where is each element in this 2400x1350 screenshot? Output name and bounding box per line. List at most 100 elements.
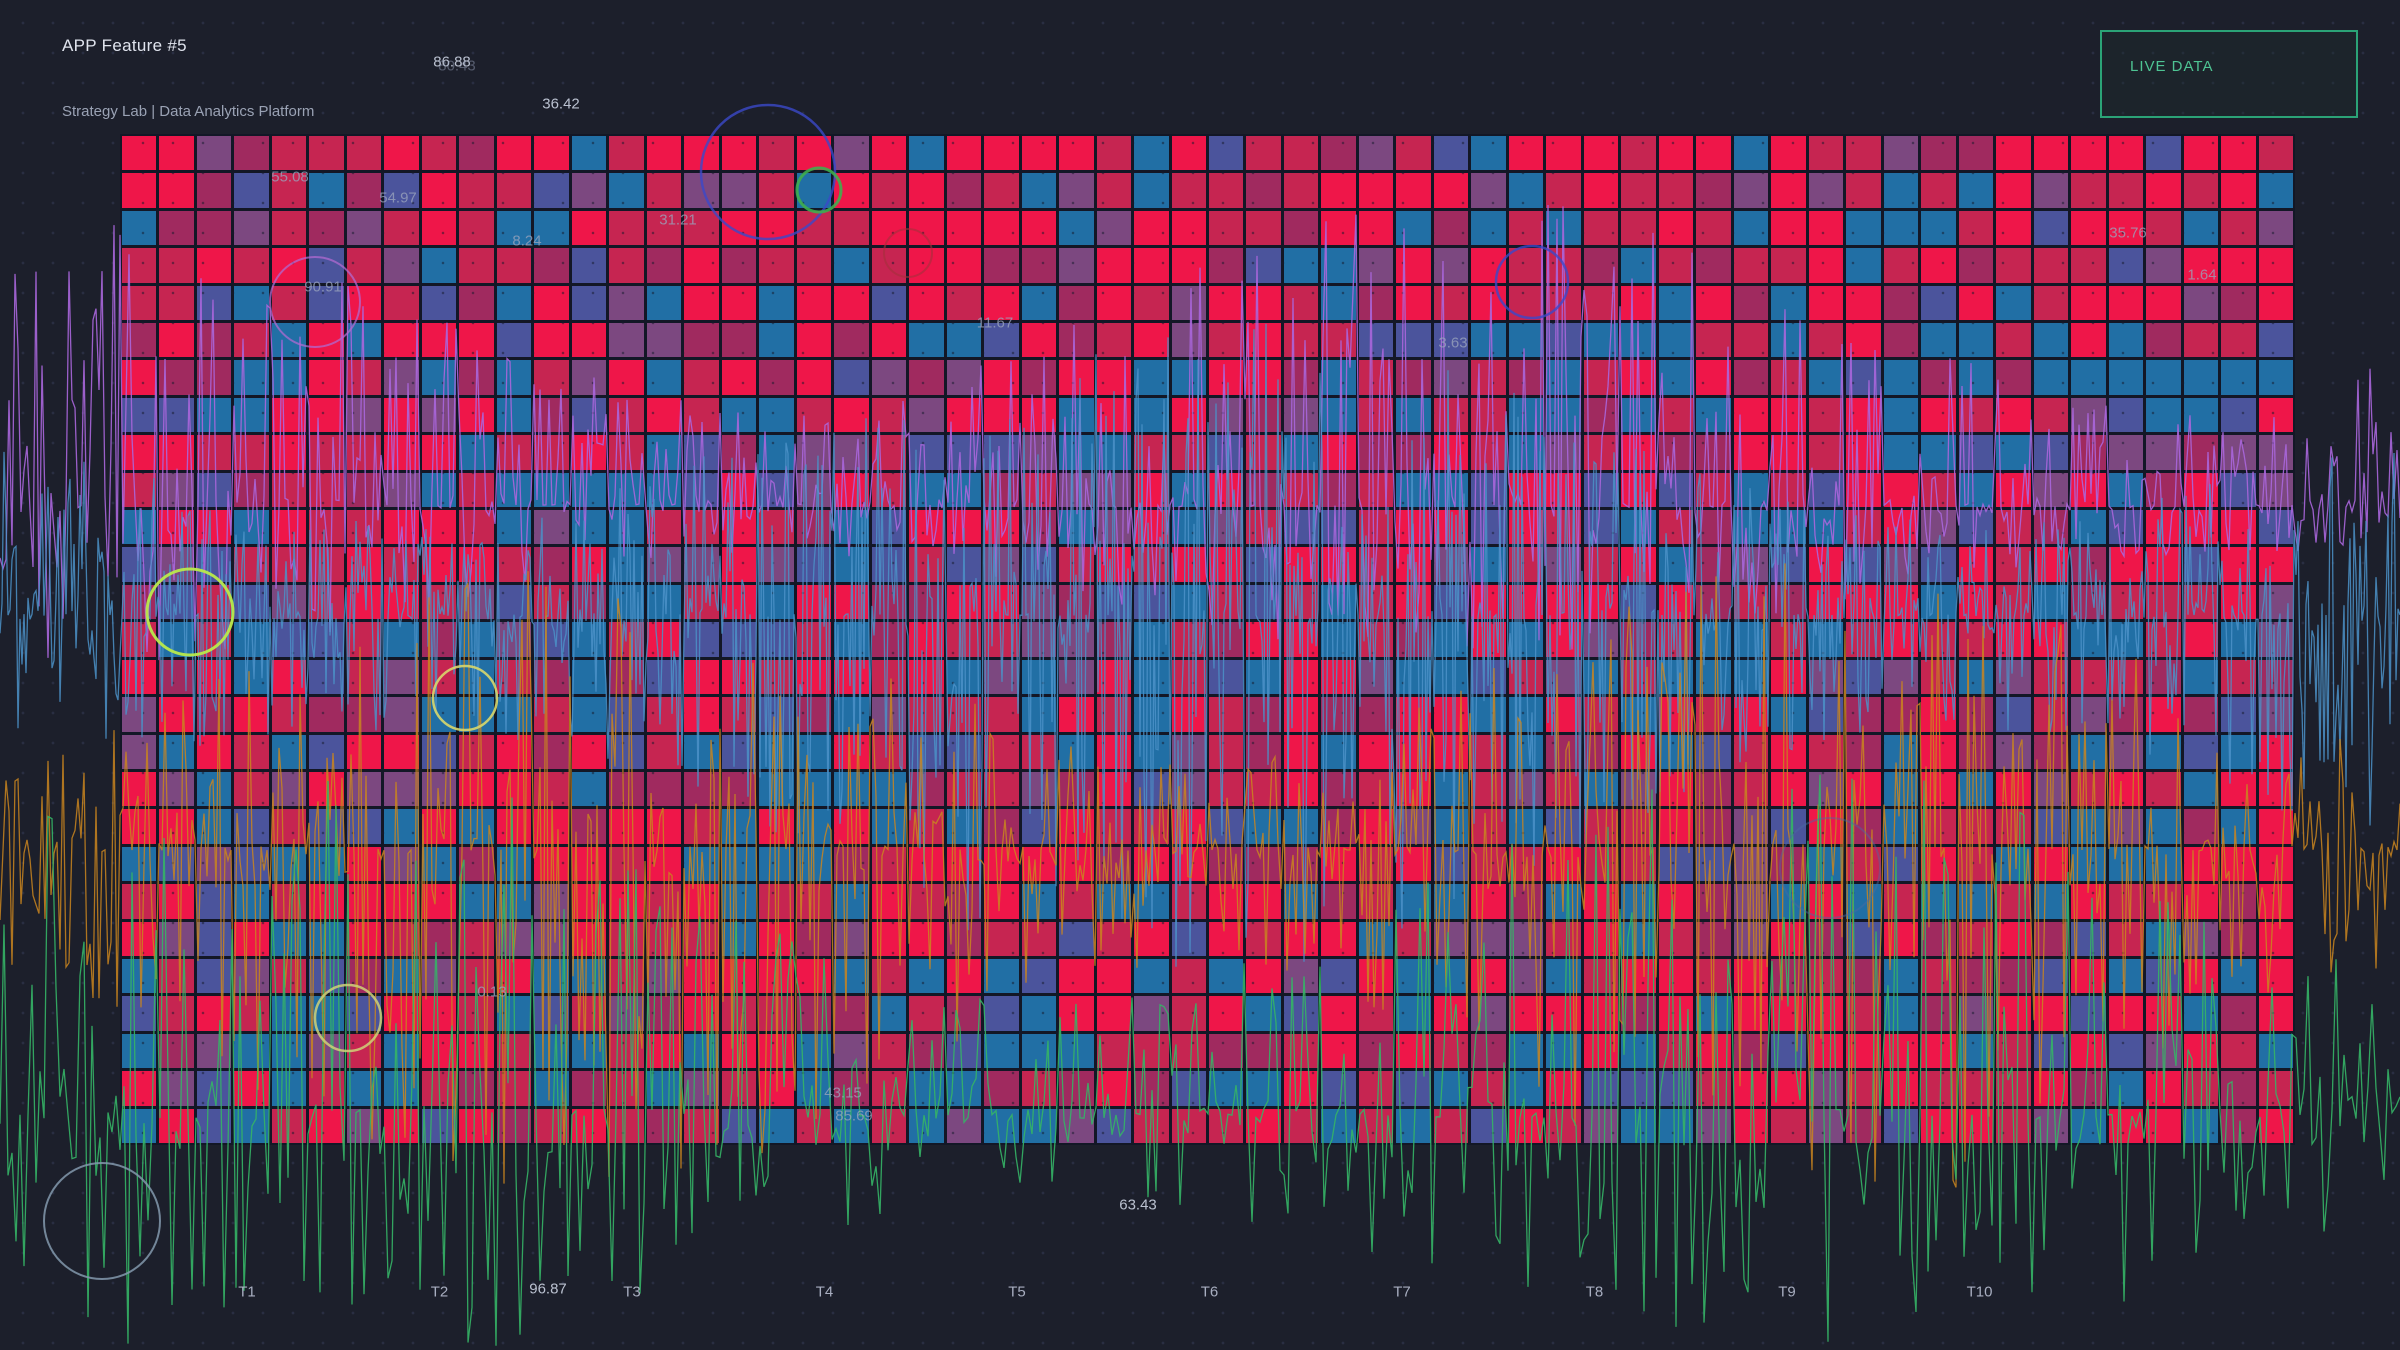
heatmap-cell	[759, 996, 794, 1031]
heatmap-cell	[2221, 1108, 2256, 1143]
heatmap-cell	[721, 622, 757, 657]
heatmap-cell	[309, 248, 344, 283]
live-data-badge[interactable]: LIVE DATA	[2100, 30, 2358, 118]
heatmap-cell	[1621, 771, 1656, 807]
heatmap-cell	[1358, 136, 1394, 171]
heatmap-cell	[1283, 734, 1319, 769]
heatmap-cell	[346, 884, 382, 919]
heatmap-cell	[1358, 958, 1394, 994]
heatmap-cell	[1546, 921, 1581, 956]
heatmap-cell	[1546, 1071, 1581, 1106]
heatmap-cell	[1358, 435, 1394, 470]
heatmap-cell	[1583, 472, 1619, 508]
heatmap-cell	[1621, 173, 1656, 208]
heatmap-cell	[646, 622, 682, 657]
heatmap-cell	[834, 547, 869, 582]
heatmap-cell	[271, 136, 307, 171]
heatmap-cell	[1583, 1071, 1619, 1106]
heatmap-cell	[496, 285, 532, 321]
heatmap-cell	[909, 846, 944, 882]
heatmap-cell	[1733, 136, 1769, 171]
heatmap-cell	[196, 622, 232, 657]
heatmap-cell	[271, 584, 307, 620]
heatmap-cell	[1958, 173, 1994, 208]
heatmap-cell	[2183, 1071, 2219, 1106]
heatmap-cell	[1471, 846, 1506, 882]
heatmap-cell	[1134, 1033, 1169, 1069]
value-label: 96.87	[529, 1280, 567, 1298]
heatmap-cell	[1059, 248, 1094, 283]
heatmap-cell	[646, 1071, 682, 1106]
heatmap-cell	[2258, 884, 2293, 919]
heatmap-cell	[1096, 771, 1132, 807]
heatmap-cell	[1921, 921, 1956, 956]
heatmap-cell	[159, 659, 194, 695]
heatmap-cell	[1996, 397, 2031, 433]
heatmap-cell	[871, 435, 907, 470]
heatmap-cell	[309, 622, 344, 657]
heatmap-cell	[984, 697, 1019, 732]
heatmap-cell	[271, 397, 307, 433]
heatmap-cell	[1096, 958, 1132, 994]
heatmap-cell	[1996, 547, 2031, 582]
heatmap-cell	[871, 1071, 907, 1106]
heatmap-cell	[1321, 584, 1356, 620]
heatmap-cell	[2221, 1033, 2256, 1069]
heatmap-grid[interactable]	[120, 134, 2295, 1145]
x-axis-tick-t9: T9	[1778, 1283, 1796, 1301]
heatmap-cell	[234, 323, 269, 358]
heatmap-cell	[1471, 921, 1506, 956]
heatmap-cell	[1733, 846, 1769, 882]
heatmap-cell	[1808, 136, 1844, 171]
heatmap-cell	[309, 360, 344, 395]
heatmap-cell	[1134, 846, 1169, 882]
heatmap-cell	[1621, 360, 1656, 395]
heatmap-cell	[2108, 285, 2144, 321]
heatmap-cell	[1208, 210, 1244, 246]
heatmap-cell	[1433, 210, 1469, 246]
heatmap-cell	[909, 622, 944, 657]
heatmap-cell	[1508, 771, 1544, 807]
heatmap-cell	[684, 435, 719, 470]
heatmap-cell	[196, 884, 232, 919]
heatmap-cell	[796, 771, 832, 807]
heatmap-cell	[834, 734, 869, 769]
heatmap-cell	[384, 323, 419, 358]
heatmap-cell	[2221, 136, 2256, 171]
heatmap-cell	[684, 996, 719, 1031]
heatmap-cell	[1508, 547, 1544, 582]
heatmap-cell	[1508, 510, 1544, 545]
heatmap-cell	[459, 1108, 494, 1143]
heatmap-cell	[1134, 360, 1169, 395]
heatmap-cell	[159, 958, 194, 994]
heatmap-cell	[1883, 285, 1919, 321]
heatmap-cell	[2146, 285, 2181, 321]
heatmap-cell	[796, 472, 832, 508]
heatmap-cell	[1846, 846, 1881, 882]
heatmap-cell	[2071, 435, 2106, 470]
heatmap-cell	[459, 472, 494, 508]
heatmap-cell	[384, 285, 419, 321]
heatmap-cell	[1433, 435, 1469, 470]
heatmap-cell	[1846, 173, 1881, 208]
heatmap-cell	[534, 323, 569, 358]
heatmap-cell	[1846, 771, 1881, 807]
heatmap-cell	[1733, 397, 1769, 433]
heatmap-cell	[571, 360, 607, 395]
heatmap-cell	[571, 547, 607, 582]
heatmap-cell	[571, 397, 607, 433]
heatmap-cell	[2033, 285, 2069, 321]
heatmap-cell	[1208, 1071, 1244, 1106]
heatmap-cell	[1096, 697, 1132, 732]
heatmap-cell	[1396, 173, 1431, 208]
heatmap-cell	[2183, 921, 2219, 956]
heatmap-cell	[1358, 884, 1394, 919]
heatmap-cell	[1771, 510, 1806, 545]
heatmap-cell	[2146, 846, 2181, 882]
heatmap-cell	[1958, 659, 1994, 695]
x-axis-tick-t2: T2	[430, 1283, 449, 1301]
heatmap-cell	[1096, 846, 1132, 882]
heatmap-cell	[2258, 1108, 2293, 1143]
heatmap-cell	[196, 173, 232, 208]
heatmap-cell	[796, 173, 832, 208]
